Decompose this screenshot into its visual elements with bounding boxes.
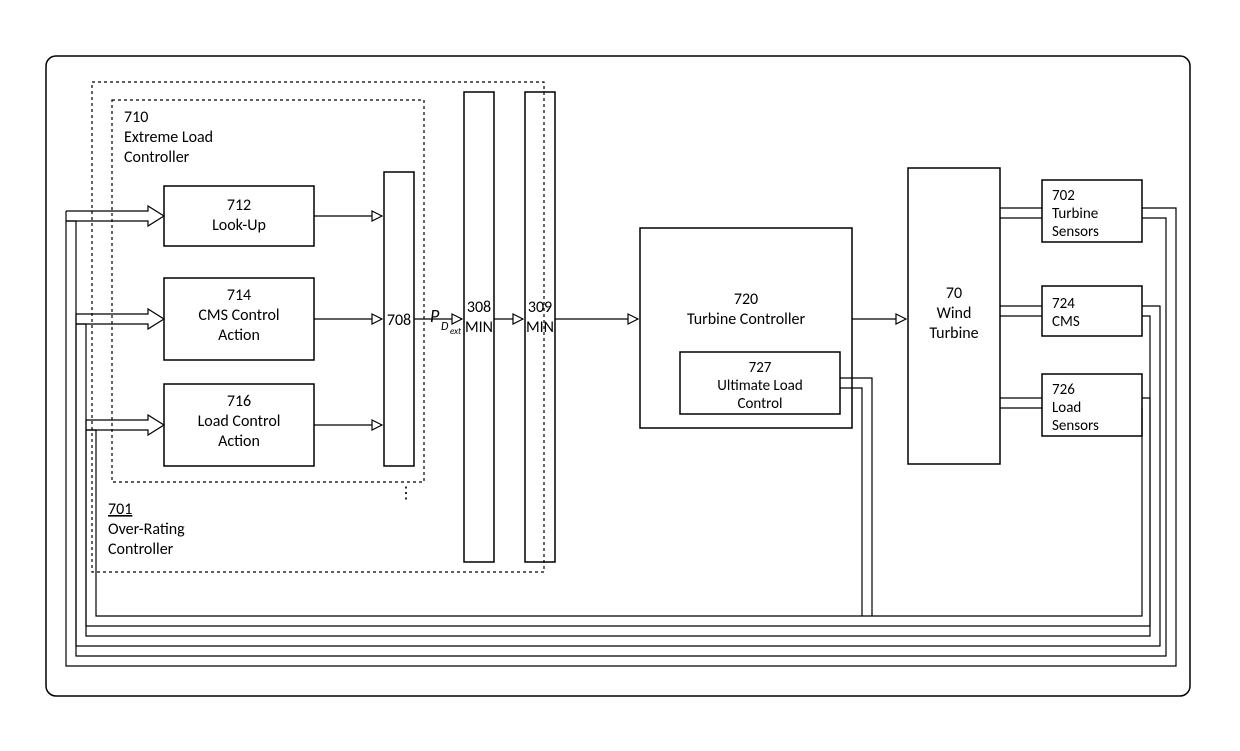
min-308-id: 308 — [467, 298, 491, 317]
load-sensors-name-2: Sensors — [1052, 417, 1099, 435]
wind-turbine-name-1: Wind — [937, 304, 972, 323]
wind-turbine-name-2: Turbine — [929, 324, 978, 343]
cms-act-id: 714 — [227, 286, 251, 305]
cms-act-name-2: Action — [218, 326, 260, 345]
svg-text:ext: ext — [450, 326, 462, 337]
conn-70-to-724 — [1000, 306, 1042, 316]
turb-sensors-id: 702 — [1052, 187, 1075, 205]
ult-load-name-2: Control — [737, 395, 782, 413]
p-dext-label: P D ext — [430, 305, 462, 337]
min-309-id: 309 — [528, 298, 552, 317]
turbine-ctrl-name: Turbine Controller — [687, 310, 806, 329]
turbine-ctrl-id: 720 — [734, 290, 758, 309]
over-rating-name-2: Controller — [108, 540, 174, 559]
box-708-id: 708 — [387, 311, 411, 330]
cms-name: CMS — [1052, 313, 1080, 331]
load-act-name-1: Load Control — [198, 412, 281, 431]
arrow-into-cmsact — [76, 309, 164, 329]
svg-text:D: D — [441, 320, 449, 334]
arrow-into-lookup — [66, 206, 164, 226]
ellipsis-icon: ⋮ — [398, 484, 414, 503]
cms-act-name-1: CMS Control — [198, 306, 279, 325]
min-308-name: MIN — [465, 318, 493, 337]
turb-sensors-name-1: Turbine — [1052, 205, 1098, 223]
extreme-load-name-1: Extreme Load — [124, 128, 213, 147]
load-sensors-id: 726 — [1052, 381, 1075, 399]
outer-container — [46, 56, 1190, 696]
load-act-name-2: Action — [218, 432, 260, 451]
conn-70-to-702 — [1000, 208, 1042, 218]
svg-text:P: P — [430, 305, 440, 327]
wind-turbine-id: 70 — [946, 284, 962, 303]
cms-id: 724 — [1052, 295, 1075, 313]
over-rating-id: 701 — [108, 500, 132, 519]
feedback-724 — [76, 306, 1160, 646]
ult-load-id: 727 — [749, 359, 772, 377]
extreme-load-name-2: Controller — [124, 148, 190, 167]
min-309-name: MIN — [526, 318, 554, 337]
lookup-id: 712 — [227, 196, 251, 215]
extreme-load-id: 710 — [124, 108, 148, 127]
turb-sensors-name-2: Sensors — [1052, 223, 1099, 241]
ult-load-name-1: Ultimate Load — [717, 377, 802, 395]
lookup-name: Look-Up — [212, 216, 266, 235]
over-rating-name-1: Over-Rating — [108, 520, 185, 539]
conn-70-to-726 — [1000, 398, 1042, 408]
arrow-into-loadact — [86, 415, 164, 435]
load-sensors-name-1: Load — [1052, 399, 1081, 417]
load-act-id: 716 — [227, 392, 251, 411]
conn-727-to-bus — [840, 378, 872, 616]
